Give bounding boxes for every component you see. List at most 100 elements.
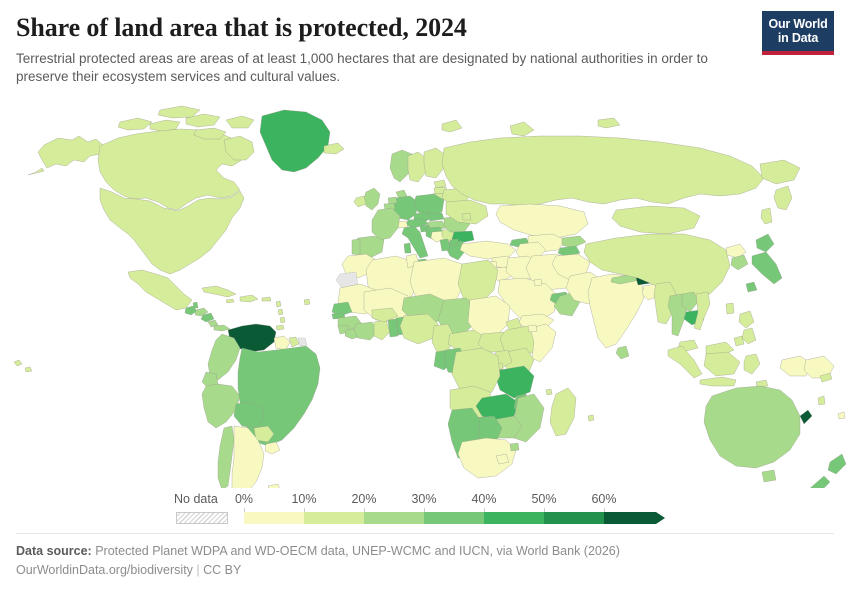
legend-no-data-swatch[interactable] [176, 512, 228, 524]
country-portugal[interactable] [351, 238, 361, 256]
country-canada-arctic-1[interactable] [149, 119, 181, 132]
country-cuba[interactable] [201, 285, 237, 298]
country-laos[interactable] [681, 291, 699, 313]
country-solomon-islands[interactable] [819, 372, 833, 383]
country-fiji[interactable] [837, 411, 846, 420]
country-indonesia-borneo[interactable] [703, 351, 741, 377]
country-somalia[interactable] [529, 323, 557, 363]
country-russia[interactable] [441, 135, 765, 207]
country-costa-rica[interactable] [207, 319, 219, 328]
country-falklands[interactable] [267, 483, 280, 488]
country-netherlands[interactable] [387, 196, 398, 205]
country-slovakia[interactable] [427, 212, 445, 222]
country-argentina[interactable] [231, 425, 265, 488]
legend-bin-60-plus[interactable] [604, 512, 656, 524]
country-tasmania[interactable] [761, 469, 777, 483]
country-lesser-antilles[interactable] [275, 300, 286, 324]
country-taiwan[interactable] [725, 302, 735, 315]
country-moldova[interactable] [461, 212, 472, 221]
country-svalbard[interactable] [441, 119, 463, 133]
legend-bin-0-10[interactable] [244, 512, 304, 524]
footer-link[interactable]: OurWorldinData.org/biodiversity [16, 563, 193, 577]
country-russia-far-east-1[interactable] [759, 159, 801, 185]
country-us-hawaii[interactable] [13, 359, 33, 373]
country-new-zealand[interactable] [806, 453, 847, 488]
country-iceland[interactable] [323, 142, 345, 155]
country-timor[interactable] [755, 379, 769, 388]
country-south-africa[interactable] [457, 437, 517, 479]
country-mozambique[interactable] [513, 393, 545, 443]
legend-bin-20-30[interactable] [364, 512, 424, 524]
country-australia[interactable] [703, 385, 801, 469]
country-puerto-rico[interactable] [261, 296, 272, 302]
country-aleutians[interactable] [27, 167, 45, 176]
country-honduras[interactable] [194, 307, 209, 317]
country-canada-arctic-6[interactable] [157, 105, 201, 119]
country-burkina-faso[interactable] [371, 307, 399, 323]
footer-license[interactable]: CC BY [203, 563, 242, 577]
country-alaska[interactable] [37, 135, 105, 169]
country-peru[interactable] [201, 383, 241, 429]
country-bolivia[interactable] [233, 401, 265, 429]
country-madagascar[interactable] [549, 387, 577, 437]
country-tanzania[interactable] [495, 365, 535, 399]
country-colombia[interactable] [207, 333, 241, 381]
country-india[interactable] [587, 273, 645, 349]
country-canada-arctic-3[interactable] [193, 127, 227, 140]
country-trinidad[interactable] [275, 324, 285, 331]
country-egypt[interactable] [457, 259, 499, 303]
country-philippines[interactable] [733, 310, 757, 347]
country-japan[interactable] [745, 233, 783, 293]
country-mongolia[interactable] [611, 205, 701, 235]
country-estonia[interactable] [433, 179, 447, 189]
country-sudan[interactable] [467, 295, 511, 337]
world-map[interactable] [0, 98, 850, 488]
country-kyrgyzstan[interactable] [561, 235, 587, 249]
country-nigeria[interactable] [399, 313, 439, 345]
country-guyana[interactable] [273, 335, 291, 351]
country-united-kingdom[interactable] [363, 187, 381, 211]
country-ireland[interactable] [353, 195, 367, 208]
country-indonesia-java[interactable] [699, 376, 737, 387]
country-mauritius-reunion[interactable] [587, 414, 595, 422]
country-cape-verde[interactable] [303, 298, 311, 306]
country-sweden[interactable] [407, 151, 427, 183]
country-italy[interactable] [401, 225, 429, 259]
country-greenland[interactable] [259, 109, 331, 173]
country-belize[interactable] [192, 301, 199, 309]
country-canada-arctic-2[interactable] [185, 113, 221, 128]
country-poland[interactable] [413, 193, 445, 217]
country-sri-lanka[interactable] [615, 345, 630, 360]
country-france[interactable] [371, 207, 401, 241]
country-guatemala[interactable] [184, 305, 198, 316]
country-vietnam[interactable] [693, 291, 711, 331]
country-lesotho[interactable] [495, 453, 510, 465]
country-ivory-coast[interactable] [353, 321, 379, 341]
country-new-caledonia[interactable] [799, 409, 813, 425]
legend-bin-10-20[interactable] [304, 512, 364, 524]
country-panama[interactable] [213, 324, 231, 332]
country-jamaica[interactable] [225, 298, 235, 304]
country-united-states[interactable] [99, 187, 245, 275]
country-novaya-zemlya[interactable] [509, 121, 535, 137]
country-ghana[interactable] [373, 319, 391, 341]
country-canada-arctic-4[interactable] [225, 115, 255, 129]
country-kamchatka[interactable] [773, 185, 793, 211]
country-eswatini[interactable] [509, 442, 520, 452]
country-comoros[interactable] [545, 388, 553, 396]
country-myanmar[interactable] [653, 281, 677, 325]
country-indonesia-papua[interactable] [779, 355, 813, 377]
country-finland[interactable] [423, 147, 445, 179]
country-vanuatu[interactable] [817, 395, 826, 406]
country-french-guiana[interactable] [297, 337, 308, 347]
country-djibouti[interactable] [527, 324, 538, 333]
country-sakhalin[interactable] [760, 207, 773, 225]
owid-logo[interactable]: Our World in Data [762, 11, 834, 55]
country-senegal[interactable] [331, 301, 353, 317]
country-severnaya-zemlya[interactable] [597, 117, 621, 129]
legend-bin-40-50[interactable] [484, 512, 544, 524]
country-south-korea[interactable] [730, 254, 749, 271]
country-uruguay[interactable] [264, 441, 281, 455]
country-indonesia-sulawesi[interactable] [743, 353, 761, 375]
country-albania-montenegro[interactable] [439, 238, 451, 252]
